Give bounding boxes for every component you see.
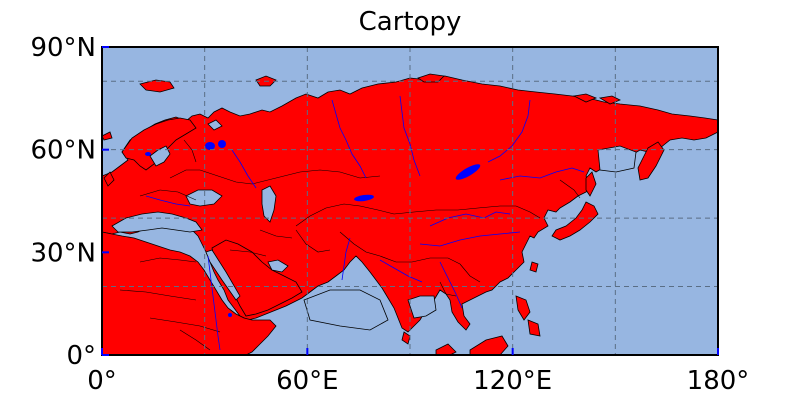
river-indus xyxy=(341,237,351,281)
taiwan-landmass xyxy=(529,261,539,273)
river-lena xyxy=(487,99,531,163)
lake-vanern xyxy=(145,152,151,156)
x-tick-label: 180° xyxy=(687,366,750,396)
rivers xyxy=(145,95,585,351)
river-huang xyxy=(429,211,511,227)
lakes xyxy=(145,140,481,317)
lake-onega xyxy=(218,140,226,148)
red-sea xyxy=(205,249,241,301)
caspian-sea xyxy=(261,185,277,223)
map-frame xyxy=(101,46,719,356)
lake-victoria xyxy=(228,313,232,317)
y-tick-label: 90°N xyxy=(30,33,96,63)
sea-of-okhotsk xyxy=(597,145,637,173)
gridlines xyxy=(102,47,718,355)
britain-landmass xyxy=(103,171,115,187)
river-ob xyxy=(331,99,367,179)
x-tick-label: 60°E xyxy=(276,366,339,396)
sakhalin-landmass xyxy=(585,171,597,197)
africa-landmass xyxy=(102,231,277,355)
river-danube xyxy=(145,195,191,207)
arabian-sea xyxy=(303,289,389,331)
x-tick-label: 0° xyxy=(87,366,117,396)
arctic-island-east xyxy=(572,93,598,103)
x-axis-ticks: 0° 60°E 120°E 180° xyxy=(87,348,749,396)
scandinavia-landmass xyxy=(121,117,197,171)
bay-of-bengal xyxy=(407,295,437,319)
river-amur xyxy=(499,167,585,181)
persian-gulf xyxy=(267,259,289,273)
iceland-landmass xyxy=(102,131,113,141)
map-area[interactable] xyxy=(102,47,718,355)
x-tick-label: 120°E xyxy=(473,366,552,396)
y-axis-ticks: 0° 30°N 60°N 90°N xyxy=(30,33,109,371)
lake-ladoga xyxy=(205,142,215,150)
white-sea xyxy=(207,119,223,131)
inland-seas xyxy=(111,119,637,331)
river-volga xyxy=(231,149,257,189)
kamchatka-landmass xyxy=(637,141,665,181)
svalbard-landmass xyxy=(139,79,175,93)
river-yangtze xyxy=(419,231,521,247)
mediterranean-sea xyxy=(111,211,203,233)
borneo-landmass xyxy=(469,335,509,355)
philippines-landmass xyxy=(515,295,531,321)
river-mekong xyxy=(439,261,463,309)
srilanka-landmass xyxy=(401,331,411,345)
lake-balkhash xyxy=(354,194,374,202)
y-tick-label: 0° xyxy=(66,341,96,371)
lake-baikal xyxy=(455,164,481,180)
river-ganges xyxy=(379,259,423,283)
river-nile xyxy=(207,255,221,351)
philippines-south-landmass xyxy=(527,319,541,337)
map-title: Cartopy xyxy=(359,7,462,37)
y-tick-label: 60°N xyxy=(30,136,96,166)
japan-landmass xyxy=(551,201,599,241)
y-tick-label: 30°N xyxy=(30,238,96,268)
severnaya-zemlya-landmass xyxy=(417,73,445,83)
river-yenisei xyxy=(399,95,421,177)
black-sea xyxy=(185,189,223,207)
